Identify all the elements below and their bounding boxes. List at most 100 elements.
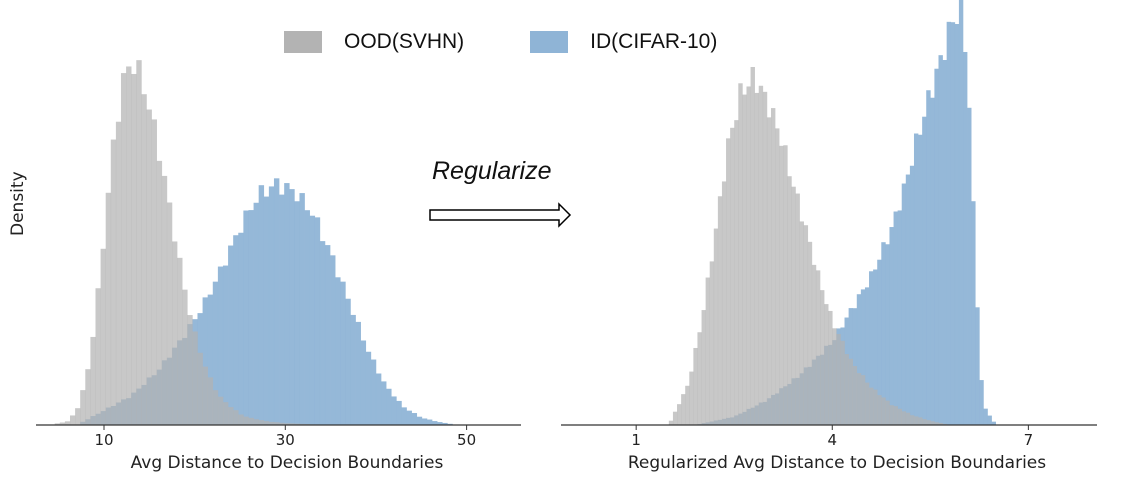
id-histogram-bar — [963, 51, 968, 426]
x-tick-label: 50 — [457, 431, 476, 449]
ood-histogram-bar — [844, 354, 849, 425]
ood-histogram-bar — [685, 385, 690, 425]
id-histogram-bar — [222, 265, 229, 425]
ood-histogram-bar — [770, 108, 776, 425]
id-histogram-bar — [991, 421, 996, 425]
ood-histogram-bar — [197, 352, 203, 425]
ood-histogram-bar — [909, 415, 915, 425]
ood-histogram-bar — [905, 412, 911, 425]
ood-histogram-bar — [238, 414, 244, 425]
id-histogram-bar — [432, 421, 438, 425]
ood-histogram-bar — [85, 369, 91, 425]
regularize-label: Regularize — [432, 157, 552, 185]
id-histogram-bar — [918, 134, 923, 425]
id-histogram-bar — [340, 281, 346, 425]
ood-histogram-bar — [893, 406, 898, 425]
ood-histogram-bar — [243, 416, 249, 425]
ood-histogram-bar — [738, 83, 743, 425]
ood-histogram-bar — [192, 331, 198, 425]
ood-histogram-bar — [136, 60, 142, 426]
id-histogram-bar — [401, 407, 407, 425]
ood-histogram-bar — [156, 160, 163, 425]
id-histogram-bar — [922, 116, 927, 425]
id-histogram-bar — [365, 351, 372, 425]
ood-histogram-bar — [758, 85, 764, 426]
ood-histogram-bar — [901, 411, 907, 425]
ood-histogram-bar — [284, 423, 290, 425]
id-histogram-bar — [967, 107, 972, 425]
id-histogram-bar — [375, 373, 382, 425]
right-chart: 1 4 7 — [561, 0, 1097, 449]
id-histogram-bar — [913, 133, 919, 425]
id-histogram-bar — [950, 22, 956, 426]
ood-histogram-bar — [177, 257, 183, 425]
ood-histogram-bar — [860, 375, 866, 425]
ood-histogram-bar — [913, 416, 919, 425]
id-histogram-bar — [396, 400, 402, 425]
ood-histogram-bar — [182, 289, 188, 425]
ood-histogram-bar — [897, 408, 903, 425]
ood-histogram-bar — [126, 66, 132, 425]
id-histogram-bar — [314, 217, 321, 425]
id-histogram-bar — [248, 210, 254, 425]
ood-histogram-bar — [64, 421, 71, 425]
ood-histogram-bar — [848, 358, 853, 425]
ood-histogram-bar — [877, 395, 882, 425]
legend-item-ood: OOD(SVHN) — [284, 30, 464, 54]
id-histogram-bar — [273, 178, 280, 425]
id-histogram-bar — [381, 381, 387, 425]
ood-histogram-bar — [918, 417, 923, 425]
id-histogram-bar — [421, 418, 428, 425]
ood-histogram-bar — [120, 73, 127, 425]
x-tick-label: 1 — [631, 431, 641, 449]
ood-histogram-bar — [258, 420, 265, 425]
id-histogram-bar — [217, 266, 224, 425]
id-histogram-bar — [212, 281, 219, 425]
ood-histogram-bar — [705, 277, 711, 425]
id-histogram-bar — [411, 413, 418, 425]
id-histogram-bar — [294, 201, 300, 425]
id-histogram-bar — [938, 55, 943, 426]
ood-histogram-bar — [70, 415, 76, 425]
x-tick-label: 4 — [827, 431, 837, 449]
ood-histogram-bar — [217, 396, 224, 425]
ood-histogram-bar — [787, 176, 792, 425]
ood-histogram-bar — [95, 288, 101, 425]
id-histogram-bar — [360, 340, 367, 425]
ood-histogram-bar — [742, 94, 747, 425]
ood-histogram-bar — [681, 394, 686, 425]
regularize-arrow-icon — [429, 202, 572, 228]
ood-histogram-bar — [105, 192, 112, 425]
ood-histogram-bar — [820, 290, 825, 425]
id-histogram-bar — [386, 388, 392, 425]
id-histogram-bar — [416, 416, 423, 425]
ood-histogram-bar — [187, 315, 193, 425]
ood-histogram-bar — [693, 347, 698, 425]
ood-histogram-bar — [779, 145, 784, 425]
ood-histogram-bar — [268, 421, 275, 425]
id-histogram-bar — [324, 245, 331, 425]
ood-histogram-bar — [869, 387, 874, 425]
id-histogram-bar — [860, 289, 866, 425]
id-histogram-bar — [975, 307, 980, 425]
x-tick-label: 30 — [276, 431, 295, 449]
id-histogram-bar — [437, 422, 443, 425]
ood-histogram-bar — [750, 67, 755, 425]
id-histogram-bar — [253, 202, 259, 425]
ood-histogram-bar — [709, 261, 715, 425]
legend-item-id: ID(CIFAR-10) — [530, 30, 717, 54]
ood-histogram-bar — [873, 389, 878, 425]
id-histogram-bar — [885, 244, 890, 425]
id-histogram-bar — [335, 277, 341, 425]
id-histogram-bar — [391, 396, 397, 425]
ood-histogram-bar — [166, 202, 173, 425]
id-histogram-bar — [946, 21, 952, 426]
id-histogram-bar — [370, 359, 377, 425]
ood-histogram-bar — [799, 221, 804, 425]
ood-histogram-bar — [701, 310, 706, 425]
id-histogram-bar — [233, 235, 239, 425]
id-histogram-bar — [905, 174, 911, 425]
ood-histogram-bar — [253, 419, 259, 425]
ood-histogram-bar — [922, 419, 927, 425]
